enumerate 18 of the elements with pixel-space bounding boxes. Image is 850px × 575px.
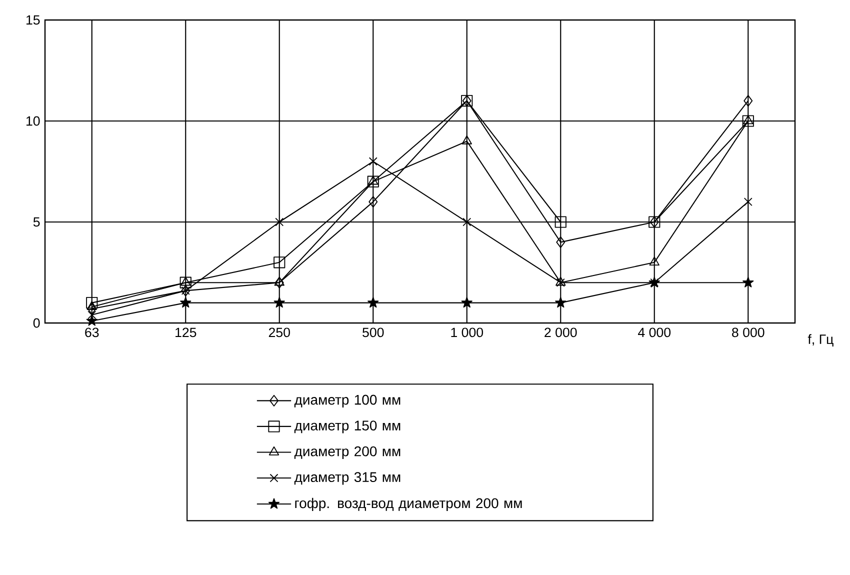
x-tick-label: 500: [362, 328, 384, 338]
y-tick-label: 15: [26, 15, 40, 25]
x-tick-label: 2 000: [544, 328, 577, 338]
legend-label: диаметр 100 мм: [294, 394, 400, 408]
x-tick-label: 8 000: [732, 328, 764, 338]
legend-label: гофр. возд-вод диаметром 200 мм: [295, 498, 522, 511]
legend-label: диаметр 200 мм: [294, 446, 400, 460]
legend-label: диаметр 315 мм: [294, 472, 400, 485]
x-tick-label: 250: [268, 328, 290, 338]
y-tick-label: 10: [26, 116, 40, 126]
x-tick-label: 125: [176, 328, 196, 338]
y-tick-label: 5: [33, 217, 40, 227]
x-tick-label: 4 000: [638, 328, 671, 338]
legend-label: диаметр 150 мм: [294, 420, 400, 434]
x-tick-label: 63: [85, 328, 99, 338]
x-tick-label: 1 000: [451, 328, 484, 338]
x-axis-title: f, Гц: [808, 334, 834, 346]
y-tick-label: 0: [33, 318, 40, 328]
